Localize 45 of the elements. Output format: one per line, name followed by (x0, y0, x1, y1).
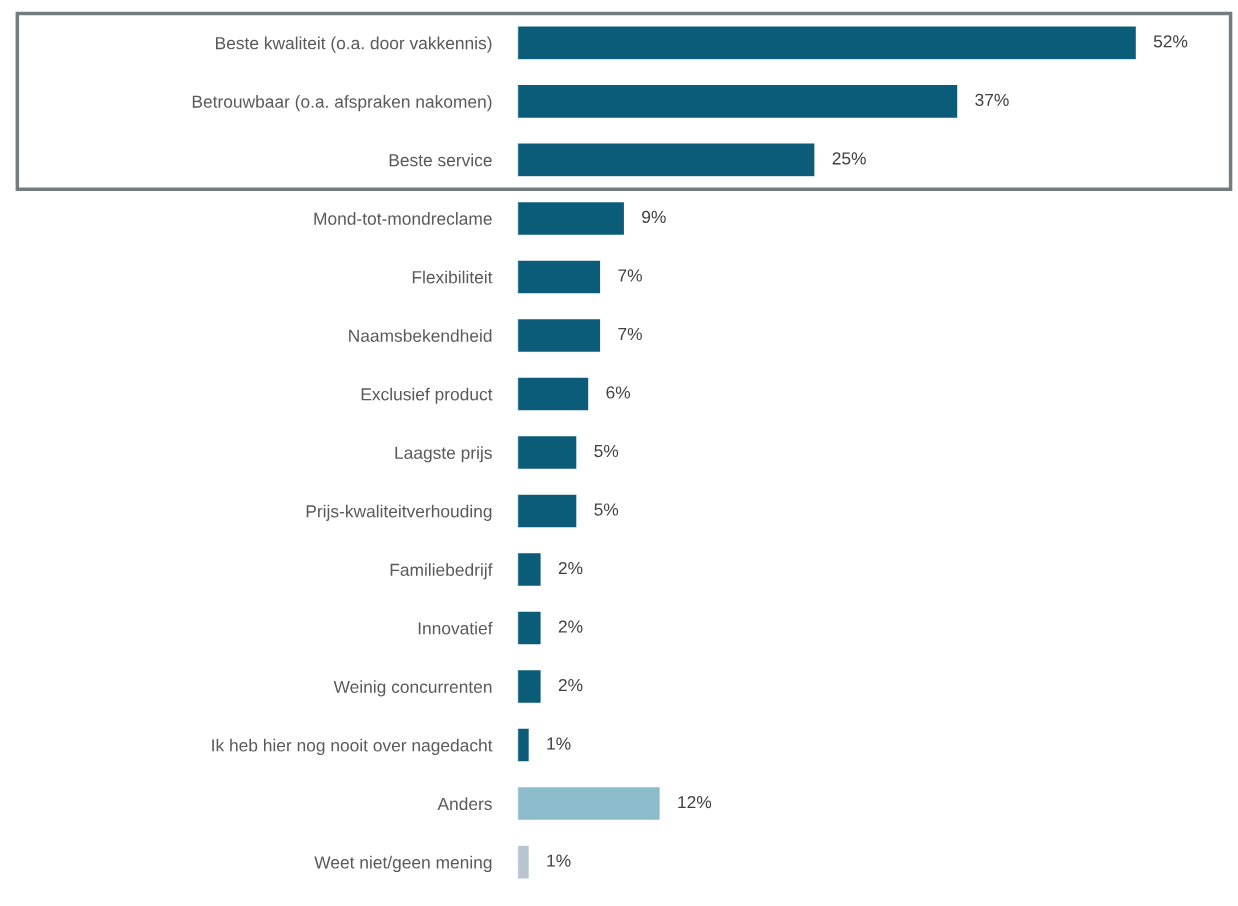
data-label: 2% (558, 678, 583, 692)
data-label: 5% (594, 444, 619, 458)
y-tick-label: Weet niet/geen mening (314, 855, 492, 872)
y-tick-label: Naamsbekendheid (349, 329, 492, 342)
y-tick-label: Exclusief product (361, 387, 493, 404)
y-tick-label: Beste service (389, 153, 492, 167)
y-tick-label: Flexibiliteit (412, 270, 493, 284)
data-label: 7% (618, 327, 642, 341)
bar (517, 551, 542, 588)
bar (517, 844, 531, 880)
data-label: 52% (1153, 35, 1188, 48)
y-tick-label: Innovatief (418, 621, 493, 635)
bar (517, 317, 602, 354)
data-label: 2% (558, 561, 583, 575)
y-tick-label: Mond-tot-mondreclame (314, 212, 492, 225)
y-tick-label: Weinig concurrenten (333, 680, 492, 697)
data-label: 5% (594, 503, 619, 516)
data-label: 1% (547, 737, 571, 750)
bar (517, 668, 542, 705)
y-tick-label: Beste kwaliteit (o.a. door vakkennis) (216, 36, 492, 53)
y-tick-label: Prijs-kwaliteitverhouding (306, 504, 492, 521)
bar (517, 434, 578, 471)
data-label: 25% (832, 152, 866, 165)
bar (517, 493, 578, 529)
data-label: 12% (678, 795, 712, 809)
data-label: 7% (618, 269, 642, 282)
bar (517, 610, 542, 646)
bar (517, 83, 959, 120)
data-label: 9% (642, 210, 666, 224)
bar (517, 200, 626, 237)
y-tick-label: Anders (437, 797, 492, 811)
y-tick-label: Laagste prijs (395, 446, 492, 463)
data-label: 1% (547, 854, 571, 867)
y-tick-label: Betrouwbaar (o.a. afspraken nakomen) (192, 95, 492, 112)
bar (517, 376, 590, 412)
data-label: 2% (558, 620, 583, 633)
bar (517, 785, 662, 822)
bar (517, 142, 816, 178)
bar (517, 25, 1138, 61)
data-label: 37% (975, 93, 1009, 107)
data-label: 6% (606, 386, 631, 399)
bar (517, 727, 531, 763)
y-tick-label: Ik heb hier nog nooit over nagedacht (212, 738, 493, 755)
bar (517, 259, 602, 295)
y-tick-label: Familiebedrijf (390, 563, 493, 580)
